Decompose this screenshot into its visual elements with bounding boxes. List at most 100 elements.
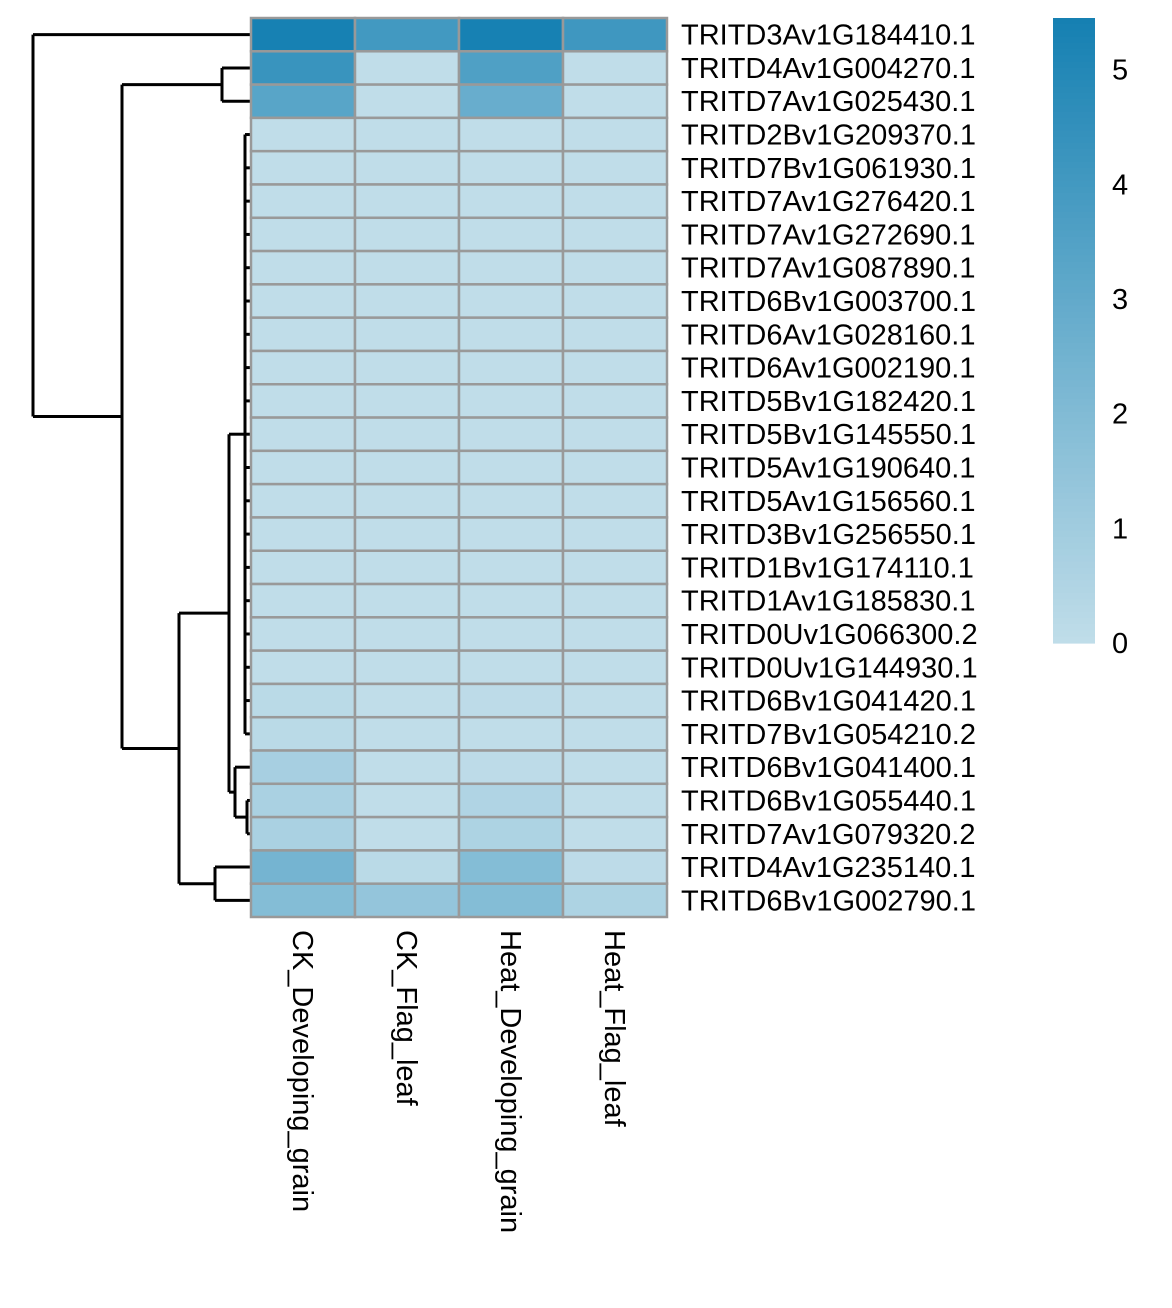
- legend-gradient-step: [1053, 330, 1095, 338]
- heatmap-cell: [561, 782, 669, 819]
- heatmap-cell: [561, 682, 669, 719]
- heatmap-cell: [353, 316, 461, 353]
- heatmap-cell: [457, 50, 565, 86]
- heatmap-cell: [561, 549, 669, 586]
- legend-gradient-step: [1053, 568, 1095, 575]
- column-label: Heat_Flag_leaf: [598, 930, 630, 1128]
- legend-gradient-step: [1053, 355, 1095, 363]
- legend-gradient-step: [1053, 124, 1095, 132]
- heatmap-cell: [457, 183, 565, 220]
- heatmap-cell: [249, 83, 357, 120]
- heatmap-cell: [353, 582, 461, 619]
- legend-tick-label: 4: [1112, 169, 1128, 201]
- heatmap-cell: [561, 815, 669, 852]
- heatmap-cell: [353, 549, 461, 586]
- heatmap-cell: [561, 882, 669, 919]
- heatmap-cell: [561, 516, 669, 552]
- legend-gradient-step: [1053, 605, 1095, 613]
- heatmap-cell: [561, 216, 669, 253]
- legend-gradient-step: [1053, 405, 1095, 413]
- legend-gradient-step: [1053, 49, 1095, 57]
- legend-gradient-step: [1053, 411, 1095, 419]
- heatmap-cell: [561, 16, 669, 53]
- row-label: TRITD4Av1G235140.1: [681, 852, 975, 884]
- heatmap-cell: [561, 50, 669, 86]
- legend-gradient-step: [1053, 486, 1095, 494]
- heatmap-cell: [561, 349, 669, 386]
- heatmap-cell: [561, 383, 669, 419]
- heatmap-cell: [561, 183, 669, 220]
- heatmap-cell: [457, 582, 565, 619]
- heatmap-cell: [353, 116, 461, 153]
- legend-gradient-step: [1053, 199, 1095, 207]
- row-label: TRITD7Av1G079320.2: [681, 819, 975, 851]
- heatmap-cell: [457, 815, 565, 852]
- heatmap-cell: [561, 616, 669, 652]
- heatmap-cell: [457, 516, 565, 552]
- legend-gradient-step: [1053, 493, 1095, 500]
- legend-tick-label: 0: [1112, 628, 1128, 660]
- legend-gradient-step: [1053, 593, 1095, 600]
- row-label: TRITD5Bv1G145550.1: [681, 419, 976, 451]
- heatmap-cell: [561, 482, 669, 519]
- row-label: TRITD7Bv1G061930.1: [681, 153, 976, 185]
- heatmap-cell: [457, 616, 565, 652]
- legend-gradient-step: [1053, 580, 1095, 588]
- row-label: TRITD3Bv1G256550.1: [681, 519, 976, 551]
- heatmap-cell: [353, 349, 461, 386]
- heatmap-cell: [561, 715, 669, 752]
- heatmap-cell: [561, 449, 669, 486]
- heatmap-cell: [249, 649, 357, 686]
- column-labels: CK_Developing_grain CK_Flag_leaf Heat_Deve…: [286, 930, 630, 1233]
- legend-gradient-step: [1053, 461, 1095, 469]
- legend-gradient-step: [1053, 543, 1095, 550]
- legend-gradient-step: [1053, 511, 1095, 519]
- legend-gradient-step: [1053, 305, 1095, 313]
- row-label: TRITD5Av1G156560.1: [681, 486, 975, 518]
- heatmap-cell: [353, 249, 461, 286]
- heatmap-cell: [249, 50, 357, 86]
- heatmap-cell: [457, 283, 565, 319]
- legend-gradient-step: [1053, 130, 1095, 138]
- heatmap-cell: [249, 283, 357, 319]
- heatmap-cell: [353, 283, 461, 319]
- heatmap-cell: [249, 582, 357, 619]
- column-label: Heat_Developing_grain: [494, 930, 526, 1233]
- heatmap-cell: [353, 849, 461, 885]
- heatmap-cell: [457, 249, 565, 286]
- heatmap-cell: [353, 216, 461, 253]
- row-label: TRITD3Av1G184410.1: [681, 20, 975, 52]
- row-label: TRITD6Bv1G041420.1: [681, 686, 976, 718]
- legend-gradient-step: [1053, 524, 1095, 532]
- heatmap-cell: [561, 649, 669, 686]
- legend-tick-label: 1: [1112, 513, 1128, 545]
- legend-gradient-step: [1053, 168, 1095, 175]
- legend-gradient-step: [1053, 618, 1095, 625]
- legend-gradient-step: [1053, 211, 1095, 219]
- heatmap-cell: [353, 83, 461, 120]
- legend-gradient-step: [1053, 468, 1095, 475]
- row-label: TRITD1Bv1G174110.1: [681, 552, 974, 584]
- heatmap-cell: [353, 516, 461, 552]
- legend-gradient-step: [1053, 18, 1095, 25]
- legend-gradient-step: [1053, 286, 1095, 294]
- legend-gradient-step: [1053, 80, 1095, 88]
- legend-gradient-step: [1053, 343, 1095, 350]
- row-label: TRITD2Bv1G209370.1: [681, 120, 976, 152]
- legend-gradient-step: [1053, 293, 1095, 300]
- heatmap-cell: [457, 416, 565, 453]
- legend-gradient-step: [1053, 443, 1095, 450]
- heatmap-cell: [457, 149, 565, 186]
- legend-gradient-step: [1053, 505, 1095, 513]
- heatmap-cell: [457, 216, 565, 253]
- legend-gradient-step: [1053, 336, 1095, 344]
- heatmap-cell: [457, 383, 565, 419]
- heatmap-cell: [457, 782, 565, 819]
- heatmap-cell: [457, 549, 565, 586]
- heatmap-cell: [249, 416, 357, 453]
- heatmap-cell: [353, 749, 461, 786]
- heatmap-cell: [457, 715, 565, 752]
- legend-gradient-step: [1053, 455, 1095, 463]
- heatmap-cell: [561, 582, 669, 619]
